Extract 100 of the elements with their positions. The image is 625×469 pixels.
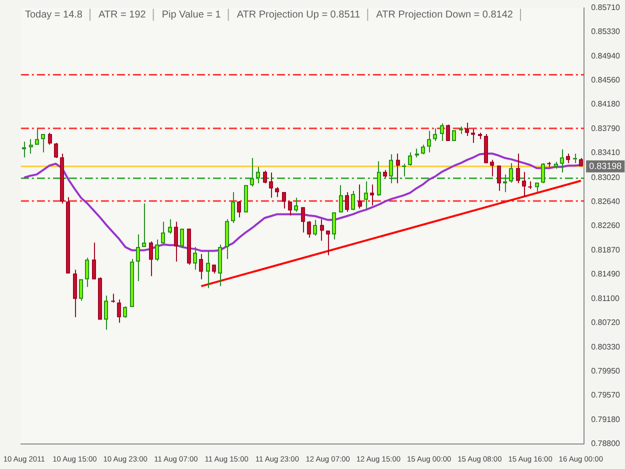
candlestick bbox=[41, 134, 45, 153]
candlestick bbox=[471, 128, 475, 144]
candlestick bbox=[535, 182, 539, 193]
y-tick-label: 0.82260 bbox=[591, 220, 621, 230]
candlestick bbox=[484, 134, 488, 164]
candlestick bbox=[522, 171, 526, 198]
annotation: ATR Projection Down = 0.8142 bbox=[376, 10, 514, 21]
y-tick-label: 0.84180 bbox=[591, 100, 621, 109]
candlestick bbox=[427, 130, 431, 153]
candlestick bbox=[130, 258, 134, 308]
candlestick bbox=[339, 184, 343, 213]
candlestick bbox=[79, 278, 83, 302]
candlestick bbox=[503, 174, 507, 193]
y-tick-label: 0.82640 bbox=[591, 196, 621, 206]
candlestick bbox=[377, 160, 381, 196]
candlestick bbox=[294, 197, 298, 212]
candlestick bbox=[465, 122, 469, 136]
y-tick-label: 0.79570 bbox=[591, 390, 621, 400]
candlestick bbox=[48, 132, 52, 146]
y-tick-label: 0.78800 bbox=[591, 439, 621, 448]
candlestick bbox=[187, 228, 191, 266]
candlestick bbox=[301, 206, 305, 234]
candlestick bbox=[269, 172, 273, 198]
candlestick bbox=[433, 128, 437, 142]
candlestick bbox=[193, 246, 197, 270]
candlestick bbox=[275, 186, 279, 198]
candlestick bbox=[35, 128, 39, 146]
candlestick bbox=[199, 253, 203, 280]
candlestick bbox=[161, 221, 165, 246]
y-tick-label: 0.81490 bbox=[591, 269, 621, 278]
annotation: Today = 14.8 bbox=[24, 10, 83, 21]
y-tick-label: 0.79950 bbox=[591, 366, 621, 376]
annotation: ATR Projection Up = 0.8511 bbox=[236, 10, 361, 21]
candlestick bbox=[389, 154, 393, 184]
annotation: Pip Value = 1 bbox=[162, 10, 222, 21]
candlestick bbox=[244, 184, 248, 213]
candlestick bbox=[206, 250, 210, 289]
candlestick bbox=[104, 295, 108, 330]
candlestick bbox=[29, 138, 33, 154]
candlestick bbox=[402, 163, 406, 177]
candlestick bbox=[263, 170, 267, 184]
candlestick bbox=[180, 228, 184, 248]
candlestick bbox=[370, 184, 374, 206]
ref-line-label: 0.83198 bbox=[589, 160, 622, 171]
candlestick bbox=[516, 153, 520, 184]
candlestick bbox=[446, 124, 450, 142]
candlestick bbox=[142, 202, 146, 248]
candlestick bbox=[237, 200, 241, 218]
candlestick bbox=[231, 192, 235, 224]
candlestick bbox=[396, 153, 400, 184]
candlestick bbox=[332, 212, 336, 240]
candlestick bbox=[497, 165, 501, 192]
y-tick-label: 0.85710 bbox=[591, 3, 621, 12]
candlestick bbox=[421, 144, 425, 155]
candlestick bbox=[307, 220, 311, 238]
candlestick bbox=[73, 269, 77, 318]
candlestick bbox=[351, 190, 355, 211]
candlestick bbox=[60, 153, 64, 204]
candlestick bbox=[136, 234, 140, 282]
candlestick bbox=[54, 142, 58, 159]
candlestick bbox=[155, 238, 159, 262]
candlestick bbox=[22, 141, 26, 158]
candlestick bbox=[225, 218, 229, 260]
candlestick bbox=[174, 221, 178, 262]
candlestick bbox=[573, 153, 577, 164]
candlestick bbox=[282, 192, 286, 210]
y-tick-label: 0.80330 bbox=[591, 342, 621, 352]
candlestick bbox=[218, 244, 222, 287]
candlestick bbox=[364, 180, 368, 210]
candlestick bbox=[149, 240, 153, 277]
candlestick bbox=[92, 242, 96, 280]
candlestick bbox=[256, 166, 260, 184]
y-tick-label: 0.80720 bbox=[591, 318, 621, 327]
candlestick bbox=[250, 158, 254, 187]
candlestick bbox=[98, 276, 102, 320]
candlestick bbox=[345, 192, 349, 212]
candlestick bbox=[440, 122, 444, 142]
candlestick bbox=[85, 257, 89, 288]
y-tick-label: 0.85330 bbox=[591, 26, 621, 36]
candlestick bbox=[452, 130, 456, 142]
candlestick bbox=[326, 230, 330, 256]
y-tick-label: 0.83410 bbox=[591, 148, 621, 158]
y-tick-label: 0.84940 bbox=[591, 52, 621, 61]
y-tick-label: 0.83020 bbox=[591, 172, 621, 182]
y-tick-label: 0.79180 bbox=[591, 415, 621, 424]
candlestick bbox=[509, 162, 513, 184]
candlestick bbox=[168, 218, 172, 234]
annotation: ATR = 192 bbox=[98, 10, 146, 21]
candlestick bbox=[117, 298, 121, 324]
candlestick bbox=[358, 184, 362, 210]
candlestick bbox=[408, 152, 412, 166]
y-tick-label: 0.83790 bbox=[591, 124, 621, 134]
y-tick-label: 0.84560 bbox=[591, 76, 621, 85]
candlestick bbox=[66, 196, 70, 274]
candlestick bbox=[313, 219, 317, 236]
y-tick-label: 0.81870 bbox=[591, 245, 621, 254]
candlestick bbox=[566, 153, 570, 164]
candlestick bbox=[541, 162, 545, 184]
candlestick bbox=[560, 148, 564, 174]
candlestick bbox=[123, 306, 127, 318]
